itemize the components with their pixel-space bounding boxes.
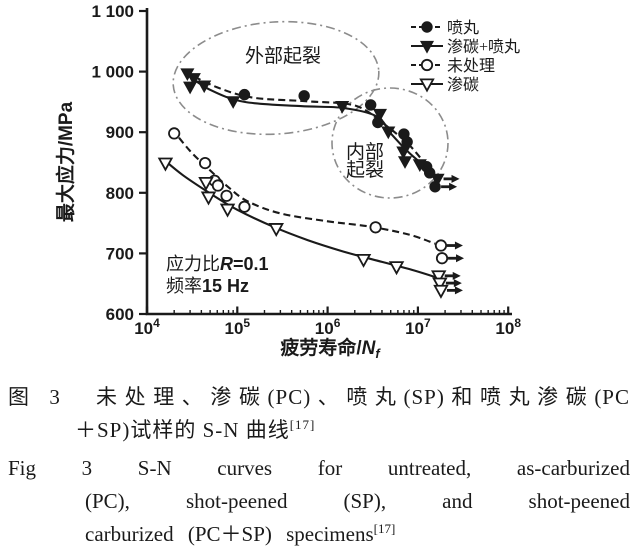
runout-arrow-head xyxy=(454,286,463,295)
data-point-filled-triangle-down xyxy=(226,96,241,109)
citation-ref: [17] xyxy=(289,417,316,432)
legend-item-pcsp: 渗碳+喷丸 xyxy=(411,38,520,56)
data-point-filled-triangle-down xyxy=(430,173,445,187)
data-point-filled-circle xyxy=(364,99,377,111)
caption-text: 图 3 未处理、渗碳(PC)、喷丸(SP)和喷丸渗碳(PC xyxy=(8,385,630,409)
data-point-open-triangle-down xyxy=(388,261,405,276)
data-point-filled-circle xyxy=(298,90,310,102)
annotation-ellipse-external-initiation xyxy=(172,20,380,136)
legend-label: 未处理 xyxy=(447,57,495,75)
data-point-open-triangle-down xyxy=(430,270,447,285)
data-point-open-circle xyxy=(434,239,448,252)
legend-label: 渗碳 xyxy=(447,76,479,94)
series-untreated xyxy=(168,127,465,265)
data-point-open-circle xyxy=(211,179,225,192)
x-tick-label: 106 xyxy=(315,316,341,338)
annotation-label-external-initiation: 外部起裂 xyxy=(245,45,321,67)
caption-text: Fig 3 S-N curves for untreated, as-carbu… xyxy=(8,456,630,480)
caption-text: carburized (PC＋SP) specimens xyxy=(85,522,374,546)
data-point-open-circle xyxy=(168,127,181,140)
data-point-open-circle xyxy=(369,221,382,234)
data-point-filled-triangle-down xyxy=(396,146,411,160)
data-point-filled-triangle-down xyxy=(419,40,435,54)
data-point-open-triangle-down xyxy=(198,176,214,191)
runout-arrow-head xyxy=(454,241,463,250)
series-pcsp xyxy=(180,68,460,187)
y-tick-label: 1 100 xyxy=(91,2,134,21)
data-point-filled-circle xyxy=(401,136,413,148)
data-point-open-triangle-down xyxy=(268,223,284,238)
data-point-open-circle xyxy=(435,252,449,265)
y-tick-label: 1 000 xyxy=(91,63,134,82)
data-point-filled-triangle-down xyxy=(372,108,388,122)
data-point-filled-triangle-down xyxy=(335,101,350,114)
y-tick-label: 700 xyxy=(106,244,134,263)
caption-en-line3: carburized (PC＋SP) specimens[17] xyxy=(8,518,630,551)
legend-label: 喷丸 xyxy=(447,19,479,37)
data-point-open-circle xyxy=(238,200,251,213)
runout-arrow-head xyxy=(453,279,462,288)
legend-label: 渗碳+喷丸 xyxy=(447,38,520,56)
data-point-open-triangle-down xyxy=(419,78,435,93)
data-point-filled-circle xyxy=(238,88,251,101)
x-tick-label: 107 xyxy=(405,316,431,338)
annotation-label-internal-initiation: 起裂 xyxy=(346,159,384,181)
data-point-open-circle xyxy=(420,58,434,72)
y-axis-label: 最大应力/MPa xyxy=(54,101,77,222)
data-point-filled-triangle-down xyxy=(397,156,413,169)
data-point-open-triangle-down xyxy=(157,157,174,172)
legend-item-pc: 渗碳 xyxy=(411,76,479,94)
test-condition-note-2: 频率15 Hz xyxy=(166,276,249,296)
caption-cn-line2: ＋SP)试样的 S-N 曲线[17] xyxy=(8,414,630,447)
data-point-filled-triangle-down xyxy=(197,80,212,94)
data-point-open-circle xyxy=(199,157,212,170)
legend-item-sp: 喷丸 xyxy=(411,19,479,37)
data-point-open-circle xyxy=(220,189,233,202)
caption-chinese: 图 3 未处理、渗碳(PC)、喷丸(SP)和喷丸渗碳(PC ＋SP)试样的 S-… xyxy=(8,381,630,447)
caption-en-line2: (PC), shot-peened (SP), and shot-peened xyxy=(8,485,630,518)
caption-text: ＋SP)试样的 S-N 曲线 xyxy=(75,418,290,442)
y-tick-label: 600 xyxy=(106,305,134,324)
data-point-filled-circle xyxy=(421,21,433,33)
data-point-open-triangle-down xyxy=(355,253,372,268)
caption-cn-line1: 图 3 未处理、渗碳(PC)、喷丸(SP)和喷丸渗碳(PC xyxy=(8,381,630,414)
data-point-filled-triangle-down xyxy=(412,159,427,172)
trend-line-untreated xyxy=(171,128,436,245)
x-tick-label: 108 xyxy=(495,316,521,338)
data-point-filled-triangle-down xyxy=(183,81,198,95)
annotation-label-internal-initiation: 内部 xyxy=(346,141,384,163)
runout-arrow-head xyxy=(451,174,460,183)
y-tick-label: 800 xyxy=(106,184,134,203)
caption-en-line1: Fig 3 S-N curves for untreated, as-carbu… xyxy=(8,452,630,485)
runout-arrow-head xyxy=(456,254,465,263)
x-tick-label: 105 xyxy=(224,316,250,338)
annotation-ellipse-internal-initiation xyxy=(331,87,449,199)
test-condition-note-1: 应力比R=0.1 xyxy=(166,254,269,274)
caption-text: (PC), shot-peened (SP), and shot-peened xyxy=(85,489,630,513)
data-point-open-triangle-down xyxy=(200,191,217,206)
x-tick-label: 104 xyxy=(134,316,160,338)
citation-ref: [17] xyxy=(373,521,396,536)
data-point-filled-triangle-down xyxy=(186,73,201,86)
data-point-filled-triangle-down xyxy=(381,126,396,140)
caption-english: Fig 3 S-N curves for untreated, as-carbu… xyxy=(8,452,630,551)
trend-line-pcsp xyxy=(183,71,439,181)
y-tick-label: 900 xyxy=(106,123,134,142)
legend-item-untreated: 未处理 xyxy=(411,57,495,75)
series-sp xyxy=(184,70,458,193)
data-point-open-triangle-down xyxy=(433,284,449,299)
x-axis-label: 疲劳寿命/Nf xyxy=(280,336,381,361)
series-pc xyxy=(157,157,463,299)
data-point-open-triangle-down xyxy=(432,277,448,292)
runout-arrow-head xyxy=(449,182,458,191)
data-point-open-triangle-down xyxy=(219,203,236,218)
runout-arrow-head xyxy=(452,271,461,280)
